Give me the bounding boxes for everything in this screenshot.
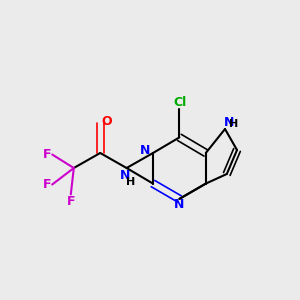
Text: F: F	[43, 178, 51, 191]
Text: H: H	[229, 118, 238, 129]
Text: N: N	[174, 198, 184, 211]
Text: Cl: Cl	[173, 96, 187, 109]
Text: N: N	[120, 169, 130, 182]
Text: H: H	[127, 177, 136, 188]
Text: F: F	[43, 148, 51, 161]
Text: N: N	[140, 143, 151, 157]
Text: O: O	[101, 115, 112, 128]
Text: N: N	[224, 116, 235, 130]
Text: F: F	[67, 195, 75, 208]
